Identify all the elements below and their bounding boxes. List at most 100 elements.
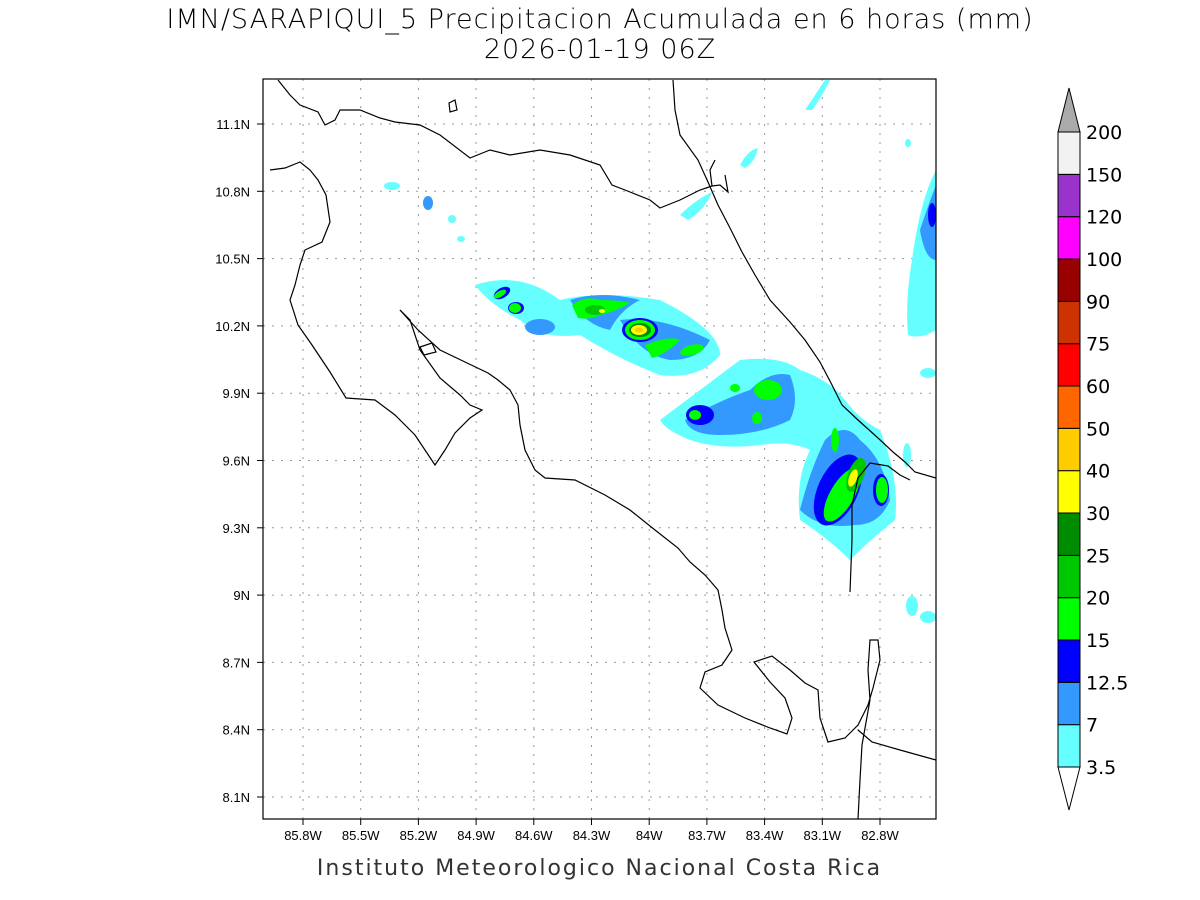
rain-area xyxy=(920,611,936,623)
lake-island xyxy=(448,99,458,113)
colorbar-label: 20 xyxy=(1086,588,1110,610)
colorbar-label: 90 xyxy=(1086,291,1110,313)
lat-tick-label: 9.9N xyxy=(223,386,250,401)
colorbar-swatch xyxy=(1057,427,1081,472)
nicaragua-border xyxy=(711,174,729,194)
rain-area xyxy=(740,148,758,168)
colorbar-swatch xyxy=(1057,512,1081,556)
rain-area xyxy=(754,380,782,400)
lat-tick-label: 8.7N xyxy=(223,655,250,670)
lon-tick-label: 83.4W xyxy=(746,828,784,843)
island xyxy=(419,342,437,356)
panama-border xyxy=(849,462,911,593)
credit-text: Instituto Meteorologico Nacional Costa R… xyxy=(316,856,883,881)
colorbar-label: 40 xyxy=(1086,461,1110,483)
colorbar-swatch xyxy=(1057,173,1081,218)
lon-tick-label: 84.3W xyxy=(573,828,611,843)
rain-area xyxy=(905,139,911,147)
colorbar-swatch xyxy=(1057,343,1081,387)
colorbar-below-triangle xyxy=(1057,766,1081,811)
lon-tick-label: 82.8W xyxy=(861,828,899,843)
colorbar: 3.5 7 12.5 15 20 25 30 40 50 60 75 90 100 120 150 200 xyxy=(1057,87,1128,811)
colorbar-label: 7 xyxy=(1086,715,1098,737)
rain-area xyxy=(525,319,555,335)
panama-coast xyxy=(857,729,936,761)
rain-area xyxy=(848,469,858,487)
colorbar-swatch xyxy=(1057,470,1081,514)
lon-tick-label: 85.5W xyxy=(342,828,380,843)
caribbean-coast xyxy=(672,79,936,479)
rain-area xyxy=(493,289,507,299)
colorbar-swatch xyxy=(1057,597,1081,641)
lat-tick-label: 10.5N xyxy=(215,252,250,267)
colorbar-swatch xyxy=(1057,216,1081,260)
rain-area xyxy=(635,327,643,333)
colorbar-label: 120 xyxy=(1086,207,1122,229)
rain-area xyxy=(457,236,465,242)
rain-area xyxy=(509,303,521,313)
lat-tick-label: 10.2N xyxy=(215,319,250,334)
lon-tick-label: 84.9W xyxy=(457,828,495,843)
rain-area xyxy=(831,428,839,452)
colorbar-label: 150 xyxy=(1086,164,1122,186)
colorbar-label: 50 xyxy=(1086,418,1110,440)
rain-area xyxy=(928,203,936,227)
lat-tick-label: 9.3N xyxy=(223,521,250,536)
lat-tick-label: 9N xyxy=(233,588,250,603)
rain-area xyxy=(423,196,433,210)
lon-tick-label: 83.7W xyxy=(688,828,726,843)
coastline-north xyxy=(277,79,716,209)
rain-area xyxy=(384,182,400,190)
colorbar-label: 15 xyxy=(1086,630,1110,652)
rain-area xyxy=(599,309,605,313)
rain-area xyxy=(903,443,911,467)
lat-tick-label: 11.1N xyxy=(216,117,250,132)
lat-tick-label: 10.8N xyxy=(215,184,250,199)
rain-area xyxy=(730,384,740,392)
lon-tick-label: 84W xyxy=(636,828,663,843)
colorbar-swatch xyxy=(1057,131,1081,175)
axis-labels: 85.8W 85.5W 85.2W 84.9W 84.6W 84.3W 84W 83.7W 83… xyxy=(215,117,899,843)
precipitation-field xyxy=(384,80,936,623)
lon-tick-label: 85.8W xyxy=(284,828,322,843)
colorbar-swatch xyxy=(1057,724,1081,768)
lon-tick-label: 85.2W xyxy=(400,828,438,843)
rain-area xyxy=(585,305,605,315)
colorbar-above-triangle xyxy=(1057,87,1081,133)
coastlines xyxy=(269,79,936,819)
colorbar-swatch xyxy=(1057,258,1081,302)
rain-area xyxy=(752,412,762,424)
rain-area xyxy=(920,368,936,378)
rain-area xyxy=(876,477,888,503)
rain-area xyxy=(475,280,720,376)
colorbar-swatch xyxy=(1057,385,1081,429)
rain-area xyxy=(906,596,918,616)
rain-area xyxy=(448,215,456,223)
rain-area xyxy=(680,192,712,220)
lon-tick-label: 83.1W xyxy=(804,828,842,843)
lon-tick-label: 84.6W xyxy=(515,828,553,843)
rain-area xyxy=(805,80,830,110)
colorbar-swatch xyxy=(1057,554,1081,599)
gulf-nicoya-coast xyxy=(399,309,881,819)
rain-area xyxy=(680,344,704,356)
colorbar-label: 30 xyxy=(1086,503,1110,525)
lat-tick-label: 9.6N xyxy=(223,454,250,469)
colorbar-label: 100 xyxy=(1086,249,1122,271)
map-frame xyxy=(262,78,937,820)
colorbar-label: 200 xyxy=(1086,122,1122,144)
rain-area xyxy=(689,410,701,420)
colorbar-swatch xyxy=(1057,639,1081,683)
colorbar-swatch xyxy=(1057,300,1081,345)
colorbar-label: 3.5 xyxy=(1086,757,1116,779)
map-subtitle: 2026-01-19 06Z xyxy=(483,34,717,65)
nicoya-coast xyxy=(269,161,484,467)
lat-tick-label: 8.4N xyxy=(223,723,250,738)
colorbar-label: 25 xyxy=(1086,545,1110,567)
colorbar-label: 60 xyxy=(1086,376,1110,398)
rain-area xyxy=(645,338,680,358)
lat-tick-label: 8.1N xyxy=(223,790,250,805)
colorbar-label: 12.5 xyxy=(1086,672,1128,694)
